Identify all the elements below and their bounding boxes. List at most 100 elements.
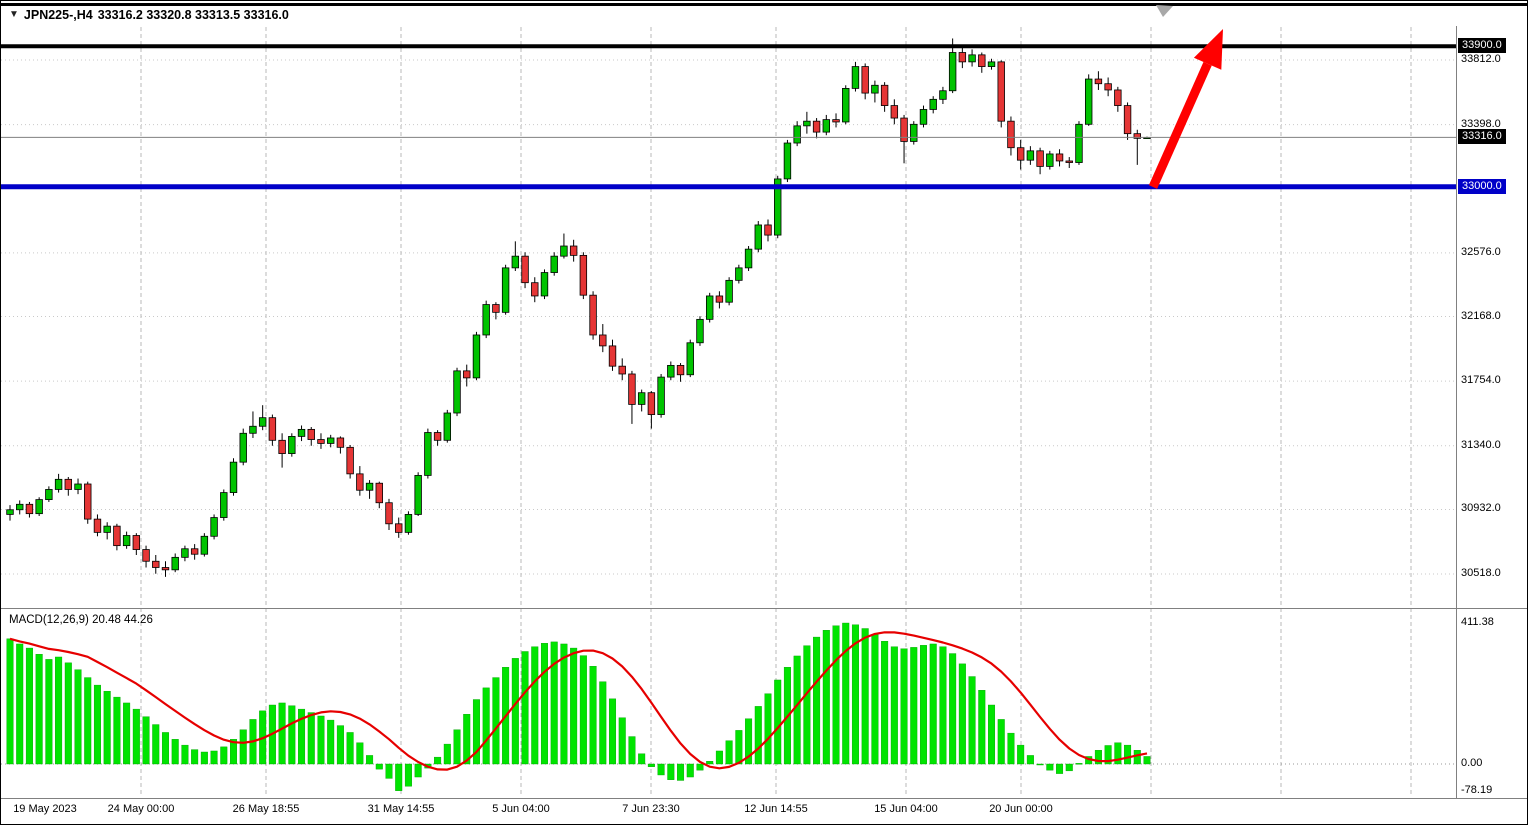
macd-bar [579,655,587,765]
macd-bar [35,654,43,765]
candle-body [812,120,821,133]
macd-bar [939,646,947,765]
candle-body [113,525,121,547]
macd-bar [443,743,451,765]
candle-body [6,509,14,515]
candle-body [919,109,928,125]
candle-body [229,461,238,493]
macd-bar [327,719,335,765]
candle-body [190,548,199,555]
candle-body [472,334,481,379]
candle-body [667,364,675,378]
candle-body [239,432,247,463]
macd-bar [929,643,937,765]
macd-bar [677,763,685,781]
candle-body [1104,83,1112,91]
macd-bar [230,739,238,765]
candle-body [307,428,315,440]
macd-bar [307,712,315,765]
macd-bar [472,699,480,765]
macd-bar [997,719,1005,765]
candle-body [744,248,753,269]
macd-bar [919,645,927,765]
macd-bar [1026,755,1034,765]
macd-bar [813,636,821,765]
macd-bar [589,666,597,765]
macd-bar [171,739,179,765]
macd-bar [1124,744,1132,765]
candle-body [686,342,694,376]
candle-body [968,54,976,63]
candle-body [210,517,218,537]
macd-bar [851,624,859,765]
candle-body [939,90,947,100]
trend-arrow-head[interactable] [1193,29,1223,70]
trend-arrow-shaft[interactable] [1148,61,1212,189]
candle-body [540,272,549,297]
macd-bar [842,622,850,765]
candle-body [1007,120,1015,149]
macd-bar [881,641,889,765]
macd-bar [1036,763,1044,766]
macd-bar [1104,745,1112,765]
macd-bar [715,750,723,765]
macd-bar [686,763,694,778]
macd-bar [385,763,393,779]
candle-body [1075,123,1083,163]
candle-body [152,560,160,568]
candle-body [579,254,588,296]
macd-timeaxis-separator [1,798,1527,799]
candle-body [1016,147,1025,161]
candle-body [84,483,92,520]
macd-bar [1075,763,1083,765]
candle-body [171,556,179,571]
macd-bar [492,677,500,765]
macd-bar [288,705,296,765]
macd-bar [346,732,354,765]
macd-bar [988,704,996,765]
candle-body [851,66,860,89]
collapse-icon[interactable]: ▼ [9,9,19,20]
macd-bar [1133,750,1141,765]
candle-body [754,224,762,250]
candle-body [93,518,102,533]
candle-body [64,478,73,490]
candle-body [958,52,967,63]
macd-bar [570,647,578,765]
candle-body [880,84,889,106]
candle-body [764,224,772,236]
macd-bar [1046,763,1054,771]
candle-body [511,255,520,269]
candle-body [647,392,656,415]
macd-bar [609,698,617,765]
candle-body [356,473,364,491]
macd-bar [511,658,519,765]
candle-body [74,483,82,490]
candle-body [326,437,335,444]
candle-body [16,503,24,511]
macd-bar [822,630,830,765]
candle-body [1084,78,1093,125]
candle-body [1114,89,1122,106]
macd-bar [657,763,665,776]
macd-bar [910,647,918,765]
macd-bar [55,656,63,765]
macd-bar [132,708,140,765]
candle-body [900,117,908,142]
candle-body [861,66,869,94]
macd-bar [404,763,412,787]
macd-bar [968,676,976,765]
macd-bar [861,628,869,765]
candle-body [122,535,131,547]
macd-bar [706,761,714,765]
candle-body [414,475,422,515]
candle-body [725,279,733,303]
candle-body [375,482,383,504]
macd-bar [434,756,442,765]
macd-bar [1056,763,1064,774]
macd-bar [366,755,374,765]
candle-body [676,364,685,376]
macd-bar [832,625,840,765]
ohlc-values: 33316.2 33320.8 33313.5 33316.0 [97,8,289,22]
